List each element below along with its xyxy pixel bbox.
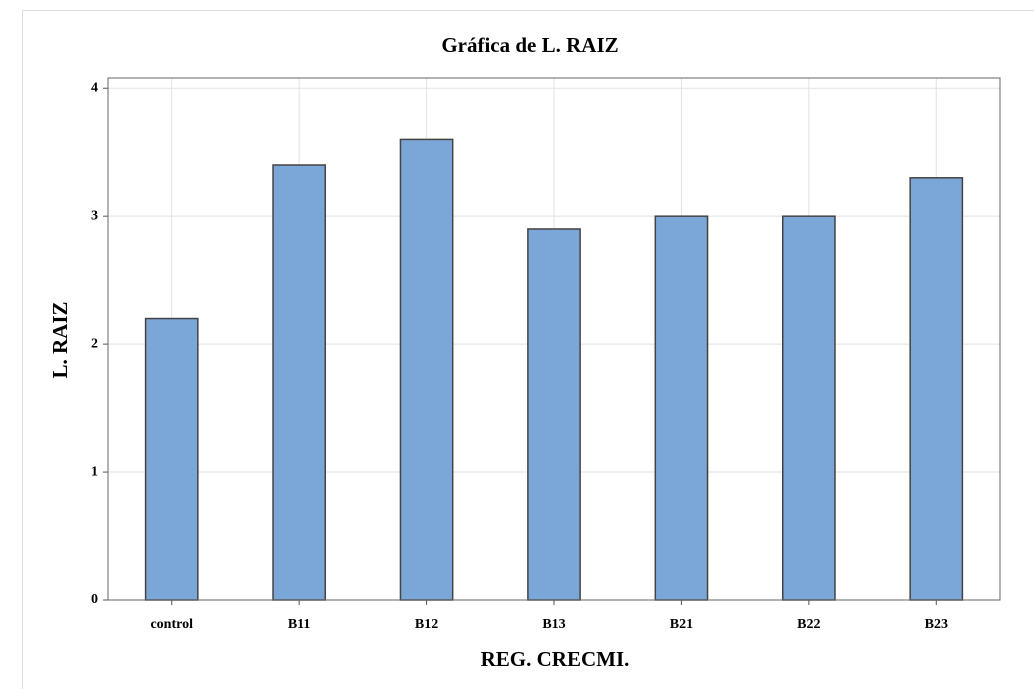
y-axis-label: L. RAIZ — [48, 301, 72, 378]
x-tick-label: B13 — [542, 617, 565, 632]
bar — [144, 317, 199, 601]
x-axis-label: REG. CRECMI. — [481, 647, 630, 671]
y-tick-label: 3 — [91, 208, 98, 223]
bar — [909, 177, 964, 601]
plot-frame — [107, 77, 1001, 601]
x-tick-label: B22 — [797, 617, 820, 632]
x-tick-label: B12 — [415, 617, 438, 632]
x-tick-label: B23 — [925, 617, 948, 632]
y-tick-label: 1 — [91, 464, 98, 479]
bar — [272, 164, 327, 601]
bar — [781, 215, 836, 601]
bar — [527, 228, 581, 601]
x-tick-label: control — [150, 617, 193, 632]
chart-title: Gráfica de L. RAIZ — [441, 33, 618, 57]
y-tick-label: 4 — [91, 80, 98, 95]
y-tick-label: 2 — [91, 336, 98, 351]
bar — [654, 215, 709, 601]
y-tick-label: 0 — [91, 592, 98, 607]
bar — [399, 138, 454, 601]
x-tick-label: B11 — [288, 617, 311, 632]
chart-border — [22, 10, 1034, 689]
x-tick-label: B21 — [670, 617, 693, 632]
